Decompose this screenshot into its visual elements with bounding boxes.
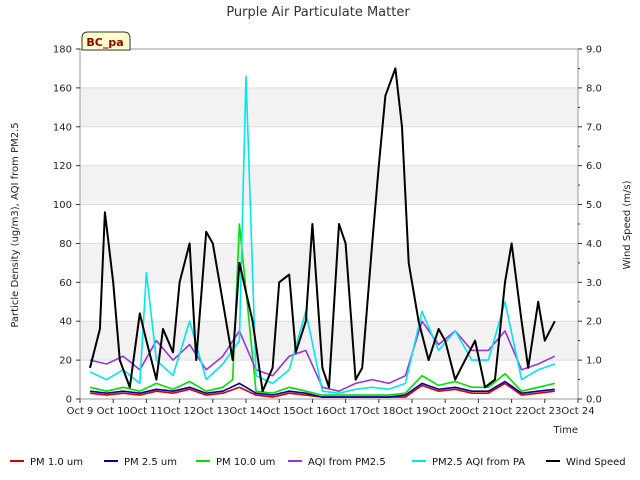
x-tick-label: Oct 20 <box>429 406 462 417</box>
x-tick-label: Oct 24 <box>561 406 594 417</box>
x-tick-label: Oct 10 <box>97 406 130 417</box>
x-tick-label: Oct 22 <box>495 406 528 417</box>
y2-tick-label: 9.0 <box>586 45 602 56</box>
x-tick-label: Oct 18 <box>362 406 395 417</box>
x-tick-label: Oct 21 <box>462 406 495 417</box>
y2-tick-label: 5.0 <box>586 200 602 211</box>
x-tick-label: Oct 17 <box>329 406 362 417</box>
y2-tick-label: 1.0 <box>586 356 602 367</box>
y-tick-label: 20 <box>59 356 72 367</box>
x-axis: Oct 9 Oct 10 Oct 11 Oct 12 Oct 13 Oct 14 Oct 1… <box>67 399 595 417</box>
legend-entry: PM 2.5 um <box>124 457 177 468</box>
y-tick-label: 160 <box>53 83 72 94</box>
y2-tick-label: 7.0 <box>586 122 602 133</box>
y-tick-label: 180 <box>53 45 72 56</box>
x-tick-label: Oct 15 <box>263 406 296 417</box>
x-tick-label: Oct 12 <box>163 406 196 417</box>
grid-band <box>80 87 578 127</box>
y2-tick-label: 2.0 <box>586 317 602 328</box>
y-axis-title: Particle Density (ug/m3), AQI from PM2.5 <box>10 122 21 327</box>
y-tick-label: 120 <box>53 161 72 172</box>
grid-bands <box>80 87 578 400</box>
badge-label: BC_pa <box>86 36 123 49</box>
y-axis-left: 0 20 40 60 80 100 120 140 160 180 <box>53 45 80 406</box>
y2-tick-label: 0.0 <box>586 395 602 406</box>
x-tick-label: Oct 16 <box>296 406 329 417</box>
series-layer <box>89 67 556 398</box>
y2-tick-label: 3.0 <box>586 278 602 289</box>
y-tick-label: 0 <box>66 395 72 406</box>
series-line-2 <box>89 223 555 396</box>
y-tick-label: 80 <box>59 239 72 250</box>
legend-entry: AQI from PM2.5 <box>308 457 386 468</box>
series-line-5 <box>89 67 556 393</box>
x-tick-label: Oct 13 <box>196 406 229 417</box>
y2-tick-label: 4.0 <box>586 239 602 250</box>
y-tick-label: 60 <box>59 278 72 289</box>
grid-band <box>80 243 578 283</box>
y-tick-label: 140 <box>53 122 72 133</box>
badge: BC_pa <box>81 31 131 51</box>
y-tick-label: 40 <box>59 317 72 328</box>
y2-tick-label: 6.0 <box>586 161 602 172</box>
x-tick-label: Oct 14 <box>229 406 262 417</box>
chart-title: Purple Air Particulate Matter <box>226 5 410 20</box>
y2-tick-label: 8.0 <box>586 83 602 94</box>
y-tick-label: 100 <box>53 200 72 211</box>
series-line-1 <box>89 380 555 398</box>
legend-entry: PM2.5 AQI from PA <box>432 457 525 468</box>
grid-band <box>80 321 578 361</box>
x-axis-title: Time <box>553 425 578 436</box>
legend-entry: PM 1.0 um <box>30 457 83 468</box>
y2-axis-title: Wind Speed (m/s) <box>622 180 633 269</box>
x-tick-label: Oct 19 <box>395 406 428 417</box>
legend-entry: PM 10.0 um <box>216 457 275 468</box>
legend-entry: Wind Speed <box>566 457 626 468</box>
x-tick-label: Oct 9 <box>67 406 94 417</box>
x-tick-label: Oct 11 <box>130 406 163 417</box>
grid-band <box>80 165 578 205</box>
y-axis-right: 0.0 1.0 2.0 3.0 4.0 5.0 6.0 7.0 8.0 9.0 <box>578 45 602 406</box>
legend: PM 1.0 um PM 2.5 um PM 10.0 um AQI from PM2… <box>10 457 626 468</box>
x-tick-label: Oct 23 <box>528 406 561 417</box>
